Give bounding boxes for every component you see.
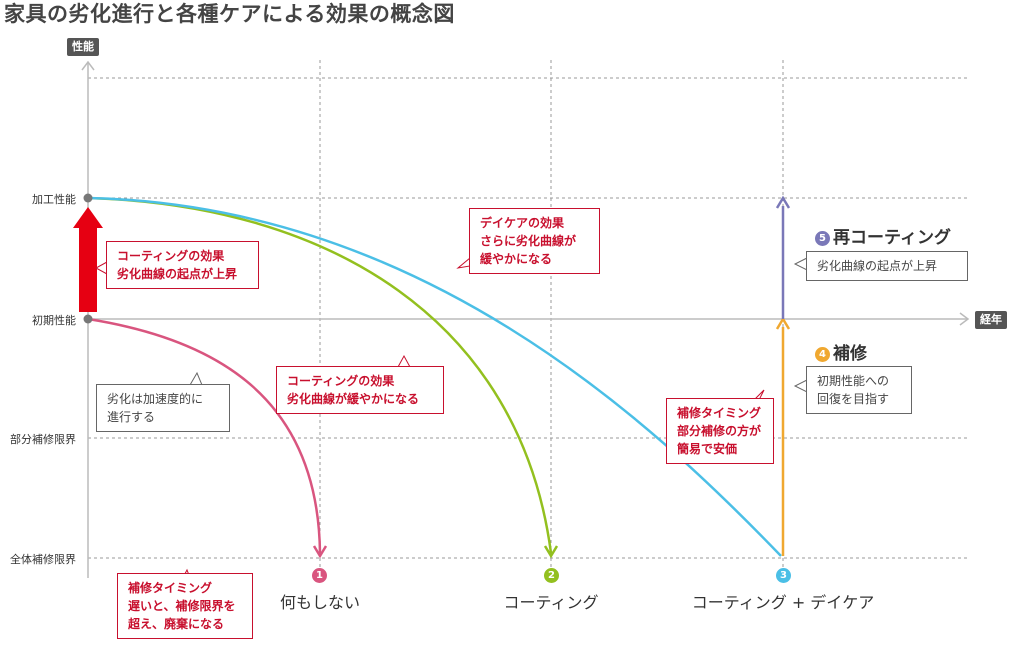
lift-arrow-shaft bbox=[79, 226, 97, 312]
callout-line: 劣化は加速度的に bbox=[107, 392, 204, 406]
callout-line: 超え、廃棄になる bbox=[128, 617, 225, 631]
callout-line: 緩やかになる bbox=[480, 252, 553, 266]
y-axis-tag: 性能 bbox=[67, 38, 99, 56]
level-label-total-limit: 全体補修限界 bbox=[10, 553, 76, 566]
curve-none bbox=[87, 317, 322, 554]
curve-daycare bbox=[87, 196, 782, 557]
callout-coating-slower: コーティングの効果 劣化曲線が緩やかになる bbox=[276, 366, 444, 414]
callout-line: コーティングの効果 bbox=[287, 374, 395, 388]
x-axis-tag: 経年 bbox=[975, 311, 1007, 329]
callout-daycare-effect: デイケアの効果 さらに劣化曲線が 緩やかになる bbox=[469, 208, 600, 274]
x-axis-arrowhead bbox=[959, 312, 970, 326]
scenario-2-badge: 2 bbox=[544, 568, 559, 583]
callout-line: コーティングの効果 bbox=[117, 249, 225, 263]
callout-coating-effect: コーティングの効果 劣化曲線の起点が上昇 bbox=[106, 241, 259, 289]
step-recoat-label: 再コーティング bbox=[833, 228, 951, 248]
callout-line: 劣化曲線の起点が上昇 bbox=[117, 267, 238, 281]
page-title: 家具の劣化進行と各種ケアによる効果の概念図 bbox=[4, 2, 455, 26]
callout-line: 遅いと、補修限界を bbox=[128, 599, 236, 613]
y-axis-arrowhead bbox=[81, 60, 95, 71]
callout-line: 回復を目指す bbox=[817, 392, 890, 406]
step-repair-label: 補修 bbox=[833, 344, 867, 364]
step-repair-badge: 4 bbox=[815, 347, 830, 362]
callout-line: デイケアの効果 bbox=[480, 216, 565, 230]
scenario-3-badge: 3 bbox=[776, 568, 791, 583]
scenario-1-label: 何もしない bbox=[279, 593, 360, 612]
step-recoat-badge: 5 bbox=[815, 231, 830, 246]
level-label-partial-limit: 部分補修限界 bbox=[10, 433, 76, 446]
lift-arrow-head bbox=[73, 207, 103, 228]
dot-processed bbox=[83, 193, 93, 203]
curve-coating-arrowhead bbox=[543, 545, 559, 559]
step-recoat-title: 5 再コーティング bbox=[815, 223, 951, 248]
dot-initial bbox=[83, 314, 93, 324]
callout-line: 簡易で安価 bbox=[677, 442, 738, 456]
callout-repair-timing: 補修タイミング 部分補修の方が 簡易で安価 bbox=[666, 398, 774, 464]
callout-line: さらに劣化曲線が bbox=[480, 234, 577, 248]
grid-horizontal bbox=[88, 77, 970, 559]
callout-repair-note: 初期性能への 回復を目指す bbox=[806, 366, 912, 414]
scenario-2-label: コーティング bbox=[503, 593, 599, 612]
scenario-3-label: コーティング + デイケア bbox=[691, 593, 875, 612]
callout-line: 補修タイミング bbox=[677, 406, 762, 420]
level-label-processed: 加工性能 bbox=[32, 193, 76, 206]
callout-recoat-note: 劣化曲線の起点が上昇 bbox=[806, 251, 968, 281]
grid-vertical bbox=[319, 60, 784, 575]
step-repair-title: 4 補修 bbox=[815, 339, 867, 364]
scenario-1-badge: 1 bbox=[312, 568, 327, 583]
coating-lift-arrow bbox=[73, 207, 103, 312]
callout-late-timing: 補修タイミング 遅いと、補修限界を 超え、廃棄になる bbox=[117, 573, 253, 639]
level-label-initial: 初期性能 bbox=[32, 314, 76, 327]
callout-line: 補修タイミング bbox=[128, 581, 213, 595]
callout-accelerate: 劣化は加速度的に 進行する bbox=[96, 384, 230, 432]
callout-line: 劣化曲線が緩やかになる bbox=[287, 392, 420, 406]
callout-line: 初期性能への bbox=[817, 374, 890, 388]
callout-line: 部分補修の方が bbox=[677, 424, 762, 438]
callout-line: 進行する bbox=[107, 410, 156, 424]
recoat-arrowhead bbox=[775, 195, 791, 209]
curve-none-arrowhead bbox=[312, 545, 328, 559]
callout-line: 劣化曲線の起点が上昇 bbox=[817, 259, 938, 273]
